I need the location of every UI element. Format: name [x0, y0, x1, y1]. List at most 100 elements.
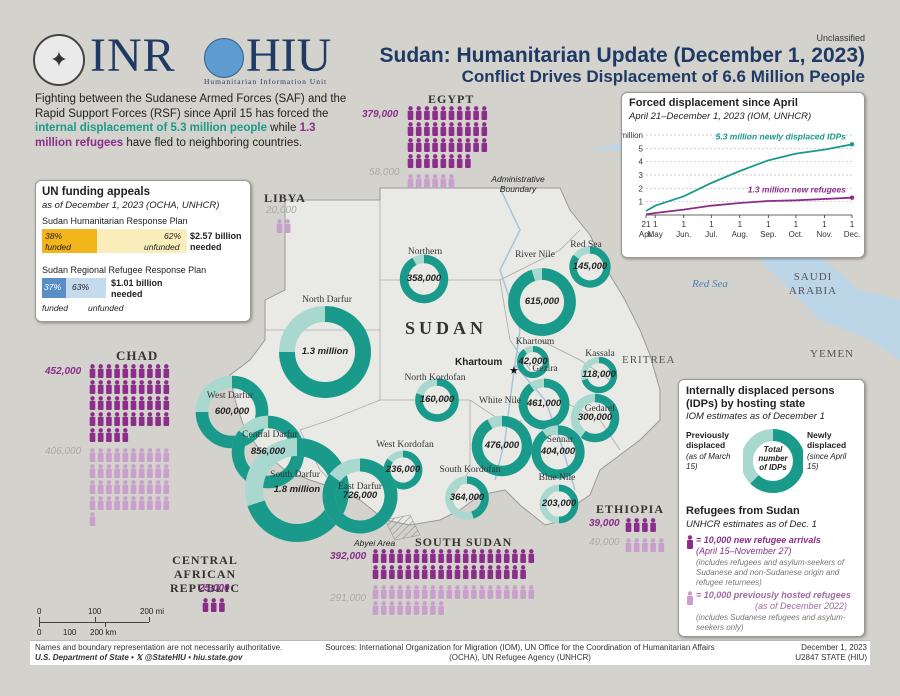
ssudan-old-refugee-icon [397, 601, 403, 615]
ethiopia-old-refugee-icon [650, 538, 656, 552]
khartoum-star-icon: ★ [509, 365, 519, 377]
ssudan-new-refugee-icon [487, 549, 494, 563]
state-idp-value-1: 615,000 [524, 296, 560, 307]
chad-old-refugee-icon [114, 496, 120, 510]
chad-new-refugee-icon [106, 412, 112, 426]
chad-new-refugee-icon [106, 364, 112, 378]
red-sea-water [590, 140, 900, 360]
ssudan-old-refugee-icon [380, 585, 387, 599]
chart-x-tick-day: 1 [738, 220, 743, 229]
libya-old-count: 20,000 [266, 205, 297, 216]
footer-disclaimer: Names and boundary representation are no… [35, 643, 283, 652]
chart-x-tick-day: 1 [822, 220, 827, 229]
ssudan-old-count: 291,000 [330, 593, 367, 604]
donut-new-8 [580, 393, 620, 443]
chart-x-tick-day: 1 [709, 220, 714, 229]
ssudan-new-refugee-icon [421, 565, 428, 579]
egypt-new-refugee-icon [465, 154, 471, 168]
ssudan-new-refugee-icon [430, 549, 436, 563]
chart-x-tick-day: 1 [850, 220, 855, 229]
page-title: Sudan: Humanitarian Update (December 1, … [379, 44, 865, 67]
ethiopia-old-refugee-icon [642, 538, 648, 552]
funding-subtitle: as of December 1, 2023 (OCHA, UNHCR) [42, 200, 220, 211]
egypt-new-refugee-icon [432, 138, 438, 152]
idp-donut-layer [195, 246, 620, 543]
chad-new-refugee-icon [89, 380, 96, 394]
donut-new-1 [508, 268, 576, 336]
state-seal-logo: ✦ [33, 34, 85, 86]
ssudan-new-refugee-icon [430, 565, 436, 579]
ssudan-new-refugee-icon [438, 549, 444, 563]
admin-boundary-label: Administrative Boundary [491, 174, 545, 194]
chad-old-count: 406,000 [45, 446, 82, 457]
ssudan-new-refugee-icon [454, 549, 461, 563]
chad-new-refugee-icon [147, 364, 153, 378]
chart-x-tick-day: 1 [653, 220, 658, 229]
ssudan-old-refugee-icon [430, 585, 436, 599]
ssudan-new-refugee-icon [462, 565, 469, 579]
chad-new-refugee-icon [147, 412, 153, 426]
hrp-title: Sudan Humanitarian Response Plan [42, 216, 188, 226]
ssudan-new-refugee-icon [487, 565, 494, 579]
rrp-funded-bar [42, 278, 66, 298]
intro-paragraph: Fighting between the Sudanese Armed Forc… [35, 92, 353, 150]
chad-new-refugee-icon [89, 364, 96, 378]
state-idp-value-6: 160,000 [419, 394, 455, 405]
scale-km-200: 200 km [90, 628, 117, 637]
chad-old-refugee-icon [122, 464, 129, 478]
donut-new-3 [279, 306, 371, 398]
rrp-unfunded-bar [66, 278, 106, 298]
ssudan-old-refugee-icon [479, 585, 485, 599]
chad-new-refugee-icon [130, 412, 137, 426]
rrp-title: Sudan Regional Refugee Response Plan [42, 265, 207, 275]
egypt-new-refugee-icon [448, 122, 455, 136]
refugee-legend-subtitle: UNHCR estimates as of Dec. 1 [686, 519, 817, 530]
idp-legend-new-note: (since April 15) [807, 452, 847, 471]
chad-old-refugee-icon [130, 480, 137, 494]
hrp-funded-bar [42, 229, 97, 253]
egypt-new-refugee-icon [465, 106, 471, 120]
state-idp-value-11: 476,000 [484, 440, 520, 451]
idp-legend-new-title: Newly displaced [807, 430, 847, 450]
intro-refugee-highlight: 1.3 million refugees [35, 122, 316, 149]
state-idp-value-17: 203,000 [541, 498, 577, 509]
chart-x-tick-month: Dec. [844, 230, 860, 239]
ssudan-old-refugee-icon [421, 585, 428, 599]
egypt-new-refugee-icon [473, 138, 479, 152]
chart-series-label-0: 5.3 million newly displaced IDPs [716, 131, 847, 141]
state-name-13: West Kordofan [376, 440, 434, 450]
ethiopia-old-count: 49,000 [589, 537, 620, 548]
label-yemen: YEMEN [810, 348, 855, 360]
chart-x-tick-month: Oct. [789, 230, 804, 239]
car-new-count: 25,000 [199, 583, 230, 594]
chad-old-refugee-icon [106, 448, 112, 462]
donut-new-16 [322, 458, 398, 534]
ssudan-new-refugee-icon [528, 549, 535, 563]
egypt-new-refugee-icon [440, 122, 447, 136]
chad-new-refugee-icon [114, 364, 120, 378]
chart-y-tick-label: 3 [639, 171, 644, 180]
egypt-new-count: 379,000 [362, 109, 399, 120]
label-egypt: EGYPT [428, 92, 475, 106]
egypt-new-refugee-icon [424, 154, 430, 168]
chad-old-refugee-icon [147, 448, 153, 462]
hiu-subtitle: Humanitarian Information Unit [204, 77, 328, 86]
chart-y-tick-label: 4 [639, 158, 644, 167]
state-name-0: Northern [407, 247, 443, 257]
ssudan-old-refugee-icon [372, 585, 379, 599]
intro-text-c: while [266, 122, 300, 134]
ssudan-old-refugee-icon [421, 601, 428, 615]
state-name-15: South Darfur [270, 470, 320, 480]
rrp-total-needed: $1.01 billion needed [111, 278, 163, 299]
chad-new-refugee-icon [114, 380, 120, 394]
chart-x-tick-month: May [648, 230, 663, 239]
chad-old-refugee-icon [155, 480, 161, 494]
ssudan-old-refugee-icon [405, 585, 412, 599]
chad-old-refugee-icon [163, 480, 170, 494]
ethiopia-old-refugee-icon [625, 538, 632, 552]
state-idp-value-15: 1.8 million [273, 484, 321, 495]
idp-legend-prev-note: (as of March 15) [686, 452, 731, 471]
egypt-new-refugee-icon [432, 106, 438, 120]
chart-x-tick-month: Nov. [816, 230, 832, 239]
egypt-old-refugee-icon [424, 174, 430, 188]
